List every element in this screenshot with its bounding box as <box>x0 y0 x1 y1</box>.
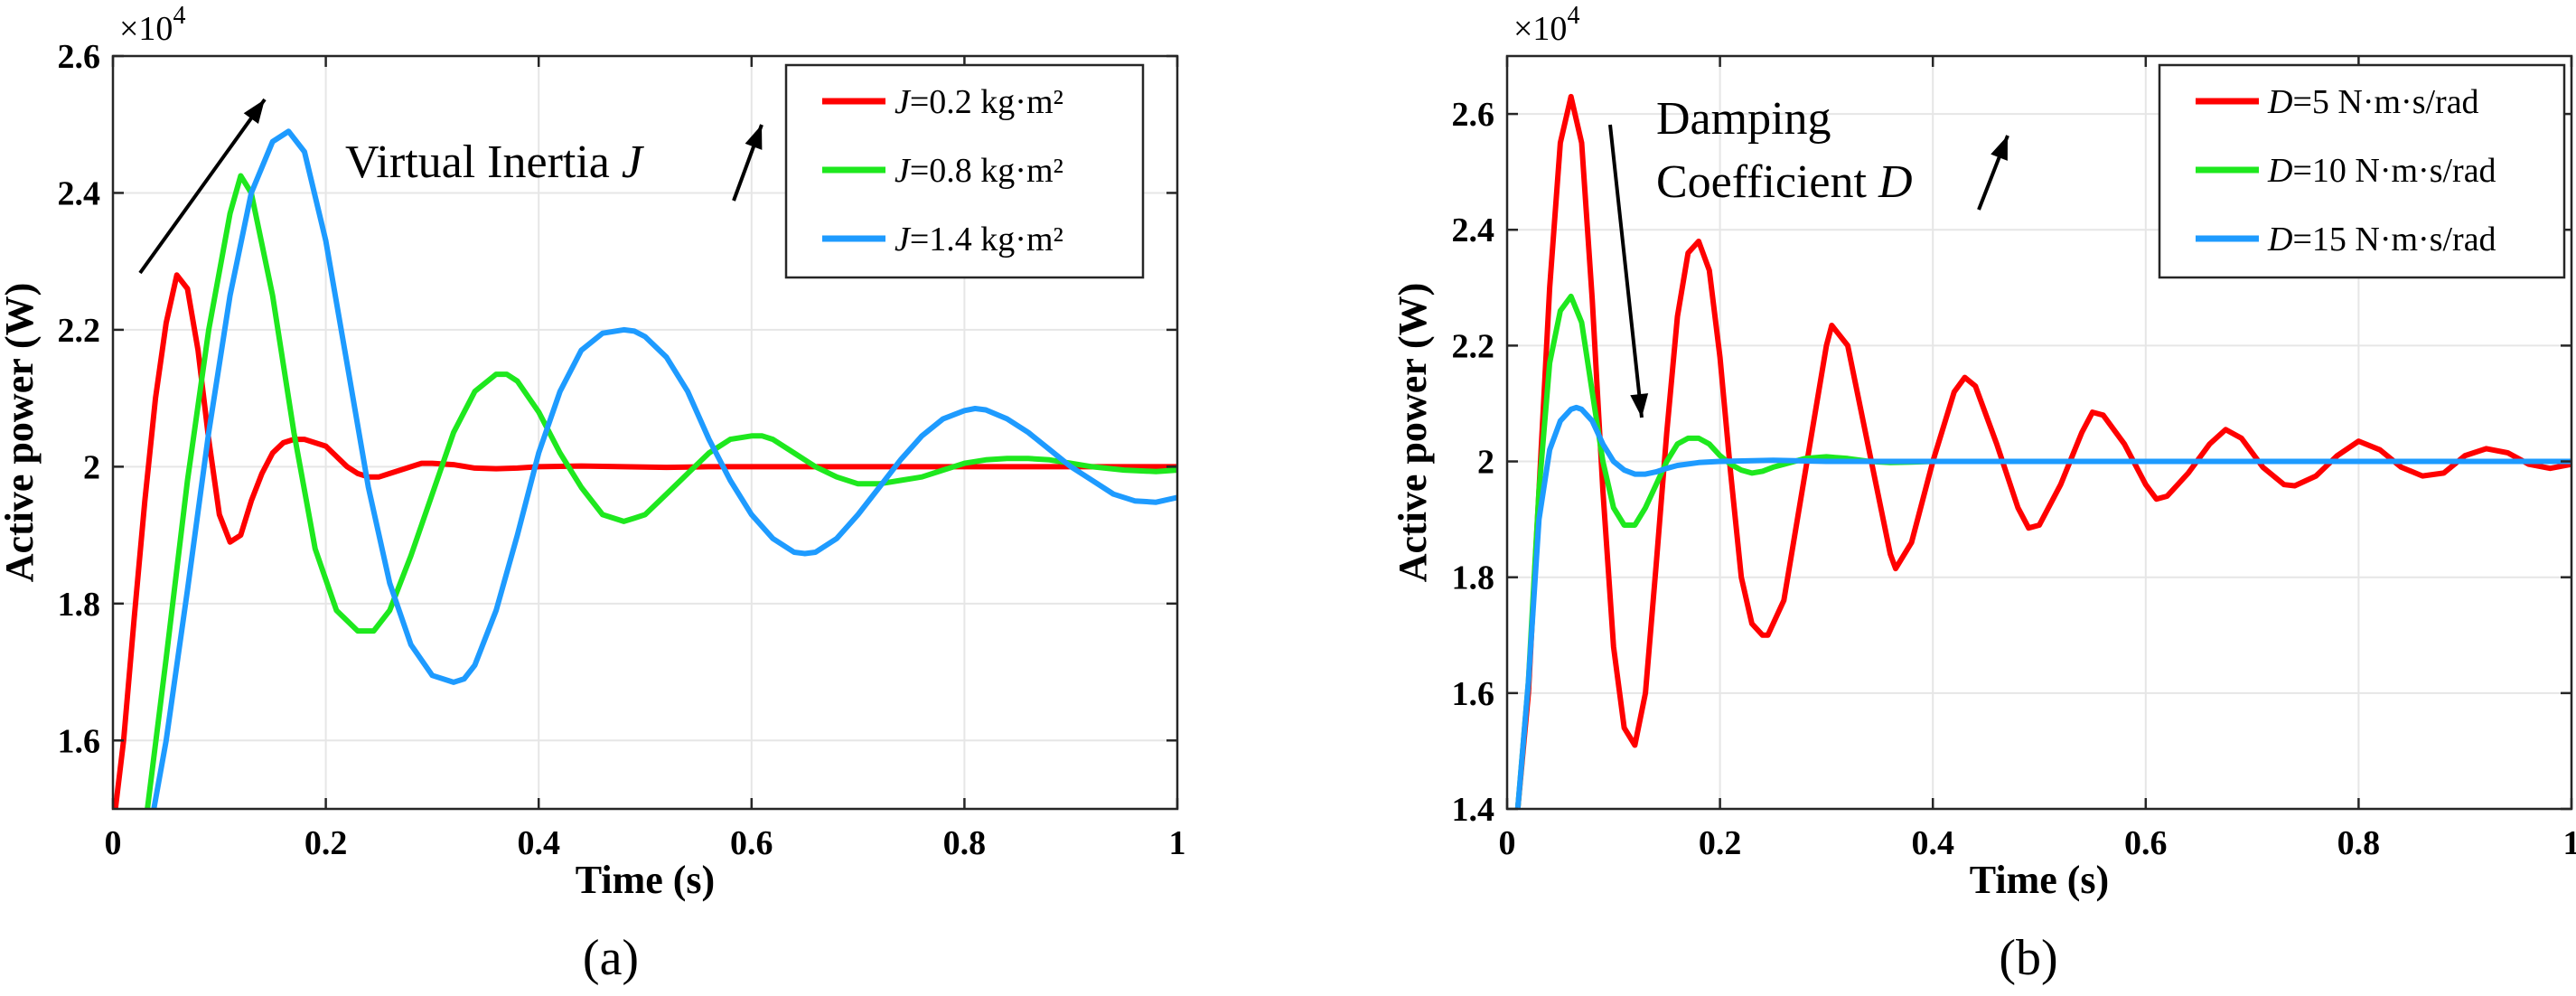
legend-symbol: J <box>895 152 912 190</box>
annotations: Virtual Inertia J Damping Coefficient D <box>138 93 2009 418</box>
trend-arrow-b-head <box>1630 393 1649 418</box>
y-tick-label: 2.2 <box>1452 327 1495 365</box>
x-tick-label: 0.4 <box>1911 824 1954 862</box>
annotation-symbol: D <box>1878 156 1913 208</box>
x-axis-label: Time (s) <box>576 858 715 902</box>
annotation-text: Coefficient <box>1656 156 1878 208</box>
annotation-damping-line1: Damping <box>1656 93 1831 145</box>
x-tick-label: 0.8 <box>943 824 987 862</box>
y-tick-label: 2.6 <box>58 38 101 76</box>
x-tick-label: 0 <box>1499 824 1516 862</box>
legend-entry-1: J=0.2 kg·m² <box>895 83 1063 121</box>
exponent-power: 4 <box>1567 2 1579 30</box>
annotation-symbol: J <box>622 136 645 188</box>
up-arrow-a-head <box>745 125 763 150</box>
x-tick-label: 0.8 <box>2337 824 2381 862</box>
legend-rest: =0.8 kg·m² <box>910 152 1063 190</box>
series-line-3 <box>1514 404 2571 809</box>
legend-symbol: D <box>2267 221 2292 258</box>
y-tick-label: 2 <box>1477 444 1494 482</box>
legend-rest: =5 N·m·s/rad <box>2292 83 2478 121</box>
y-tick-label: 2.4 <box>58 174 101 212</box>
y-tick-label: 1.6 <box>1452 675 1495 713</box>
trend-arrow-b <box>1608 124 1644 418</box>
y-exponent-label: ×104 <box>119 2 185 48</box>
exponent-power: 4 <box>173 2 185 30</box>
annotation-text: Virtual Inertia <box>345 136 622 188</box>
x-tick-label: 0.4 <box>517 824 560 862</box>
y-tick-label: 1.4 <box>1452 791 1495 829</box>
x-axis-label: Time (s) <box>1970 858 2109 902</box>
exponent-base: ×10 <box>1513 10 1567 48</box>
annotation-damping-line2: Coefficient D <box>1656 156 1913 208</box>
x-tick-label: 0.6 <box>2124 824 2168 862</box>
axes-frame <box>111 54 1179 811</box>
legend-rest: =1.4 kg·m² <box>910 221 1063 258</box>
y-tick-label: 2.6 <box>1452 96 1495 134</box>
trend-arrow-a <box>138 98 267 275</box>
legend-entry-2: J=0.8 kg·m² <box>895 152 1063 190</box>
annotation-virtual-inertia: Virtual Inertia J <box>345 136 645 188</box>
y-tick-label: 1.8 <box>1452 559 1495 597</box>
chart-panel-b: 0 0.2 0.4 0.6 0.8 1 1.4 1.6 1.8 2 2.2 2.4 2.6 ×104 Tim… <box>1391 2 2576 986</box>
legend: J=0.2 kg·m²J=0.8 kg·m²J=1.4 kg·m² <box>784 63 1145 279</box>
legend-entry-1: D=5 N·m·s/rad <box>2267 83 2479 121</box>
legend-symbol: J <box>895 83 912 121</box>
legend-symbol: D <box>2267 152 2292 190</box>
y-tick-label: 1.6 <box>58 722 101 760</box>
legend-entry-3: J=1.4 kg·m² <box>895 221 1063 258</box>
x-tick-label: 0 <box>105 824 122 862</box>
legend-rest: =10 N·m·s/rad <box>2292 152 2496 190</box>
y-axis-label: Active power (W) <box>1391 283 1435 583</box>
panel-label: (b) <box>1999 930 2057 986</box>
y-tick-label: 2.2 <box>58 312 101 350</box>
x-tick-label: 1 <box>1169 824 1186 862</box>
chart-panel-a: 0 0.2 0.4 0.6 0.8 1 1.6 1.8 2 2.2 2.4 2.6 ×104 Time (… <box>0 2 1186 986</box>
y-tick-label: 1.8 <box>58 586 101 624</box>
series-line-3 <box>151 128 1177 809</box>
legend-symbol: D <box>2267 83 2292 121</box>
series-line-1 <box>1514 93 2571 809</box>
y-exponent-label: ×104 <box>1513 2 1579 48</box>
legend-rest: =0.2 kg·m² <box>910 83 1063 121</box>
legend-symbol: J <box>895 221 912 258</box>
legend-entry-3: D=15 N·m·s/rad <box>2267 221 2496 258</box>
axes-frame <box>1505 54 2573 811</box>
panel-label: (a) <box>583 930 639 986</box>
x-tick-label: 0.2 <box>304 824 348 862</box>
x-tick-label: 1 <box>2563 824 2576 862</box>
x-tick-label: 0.6 <box>730 824 773 862</box>
y-tick-label: 2.4 <box>1452 211 1495 249</box>
trend-arrow-a-head <box>243 99 265 124</box>
x-tick-label: 0.2 <box>1699 824 1742 862</box>
series-line-2 <box>145 173 1177 809</box>
y-tick-label: 2 <box>83 448 100 486</box>
legend-rest: =15 N·m·s/rad <box>2292 221 2496 258</box>
exponent-base: ×10 <box>119 10 173 48</box>
y-axis-label: Active power (W) <box>0 283 42 583</box>
up-arrow-b-head <box>1991 136 2008 161</box>
legend-entry-2: D=10 N·m·s/rad <box>2267 152 2496 190</box>
